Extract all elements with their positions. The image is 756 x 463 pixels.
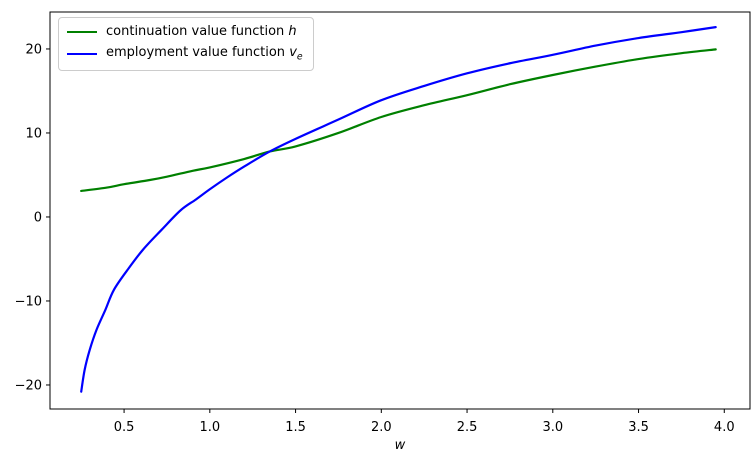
- legend-item-employment: employment value function ve: [67, 45, 303, 63]
- y-tick-label: −20: [15, 378, 42, 393]
- legend-swatch-blue: [67, 52, 97, 55]
- y-tick-label: 0: [34, 210, 42, 225]
- curve-employment-value-ve: [80, 26, 717, 393]
- legend-label: continuation value function h: [106, 24, 297, 39]
- x-axis-label: w: [395, 438, 406, 453]
- x-tick-label: 2.0: [371, 420, 392, 435]
- y-tick-label: 20: [25, 42, 42, 57]
- x-tick-label: 1.5: [285, 420, 306, 435]
- curve-continuation-value-h: [80, 48, 717, 193]
- x-tick-label: 1.0: [199, 420, 220, 435]
- legend-swatch-green: [67, 30, 97, 33]
- legend-label-text: employment value function: [106, 45, 286, 60]
- legend-label-text: continuation value function: [106, 24, 285, 39]
- x-tick-label: 4.0: [714, 420, 735, 435]
- legend: continuation value function h employment…: [58, 17, 314, 71]
- x-tick-label: 2.5: [457, 420, 478, 435]
- plot-frame: [49, 11, 751, 410]
- legend-item-continuation: continuation value function h: [67, 24, 303, 39]
- y-tick-label: 10: [25, 126, 42, 141]
- x-tick-label: 3.0: [542, 420, 563, 435]
- legend-label-math: h: [288, 24, 297, 39]
- legend-label-math: ve: [289, 45, 303, 63]
- x-tick-label: 3.5: [628, 420, 649, 435]
- y-tick-label: −10: [15, 294, 42, 309]
- legend-label: employment value function ve: [106, 45, 303, 63]
- x-tick-label: 0.5: [114, 420, 135, 435]
